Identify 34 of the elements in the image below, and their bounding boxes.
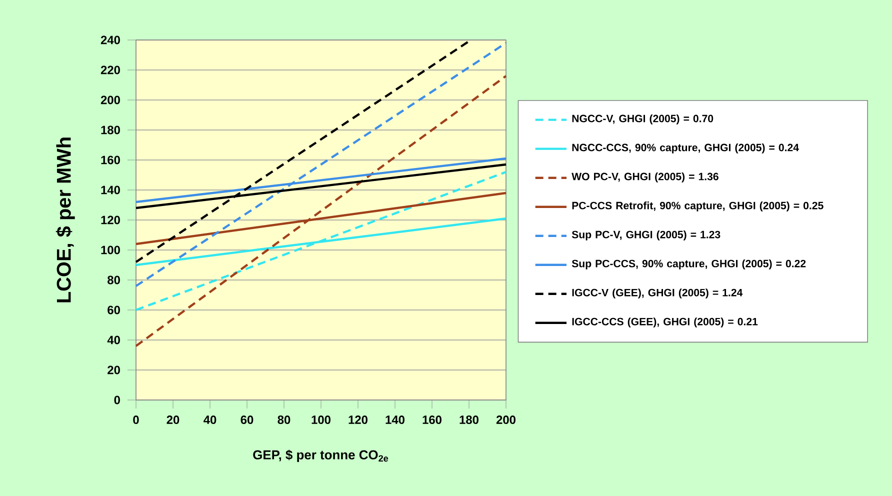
y-tick-label: 60: [108, 306, 120, 314]
x-tick-label: 180: [460, 416, 478, 424]
x-tick-label: 20: [166, 416, 180, 424]
legend-label: IGCC-V (GEE), GHGI (2005) = 1.24: [572, 288, 743, 298]
legend-label: IGCC-CCS (GEE), GHGI (2005) = 0.21: [572, 318, 758, 328]
y-tick-label: 200: [100, 96, 120, 104]
x-axis-title: GEP, $ per tonne CO$_{2e}$: [253, 450, 388, 462]
y-tick-label: 220: [100, 66, 120, 74]
y-axis-title: LCOE, $ per MWh: [56, 138, 75, 302]
x-tick-label: 0: [133, 416, 139, 424]
legend-label: Sup PC-CCS, 90% capture, GHGI (2005) = 0.22: [572, 260, 806, 270]
y-tick-label: 160: [101, 156, 120, 164]
legend-label: Sup PC-V, GHGI (2005) = 1.23: [572, 230, 720, 240]
y-tick-label: 0: [114, 396, 120, 404]
y-tick-label: 80: [108, 276, 120, 284]
y-tick-label: 240: [100, 36, 120, 44]
legend-label: PC-CCS Retrofit, 90% capture, GHGI (2005) = 0.25: [572, 202, 824, 212]
legend-label: WO PC-V, GHGI (2005) = 1.36: [572, 172, 718, 182]
y-tick-label: 40: [107, 336, 120, 344]
x-tick-label: 100: [312, 416, 330, 424]
x-tick-label: 120: [348, 416, 368, 424]
y-tick-label: 180: [101, 126, 120, 134]
y-tick-label: 20: [108, 366, 120, 374]
y-tick-label: 120: [101, 216, 120, 224]
x-tick-label: 200: [496, 416, 516, 424]
legend-label: NGCC-V, GHGI (2005) = 0.70: [572, 114, 714, 124]
x-tick-label: 80: [278, 416, 290, 424]
x-tick-label: 60: [240, 416, 254, 424]
x-tick-label: 40: [204, 416, 216, 424]
y-tick-label: 140: [101, 186, 120, 194]
legend-label: NGCC-CCS, 90% capture, GHGI (2005) = 0.24: [572, 144, 799, 154]
x-tick-label: 160: [422, 416, 442, 424]
y-tick-label: 100: [101, 246, 120, 254]
x-tick-label: 140: [386, 416, 404, 424]
